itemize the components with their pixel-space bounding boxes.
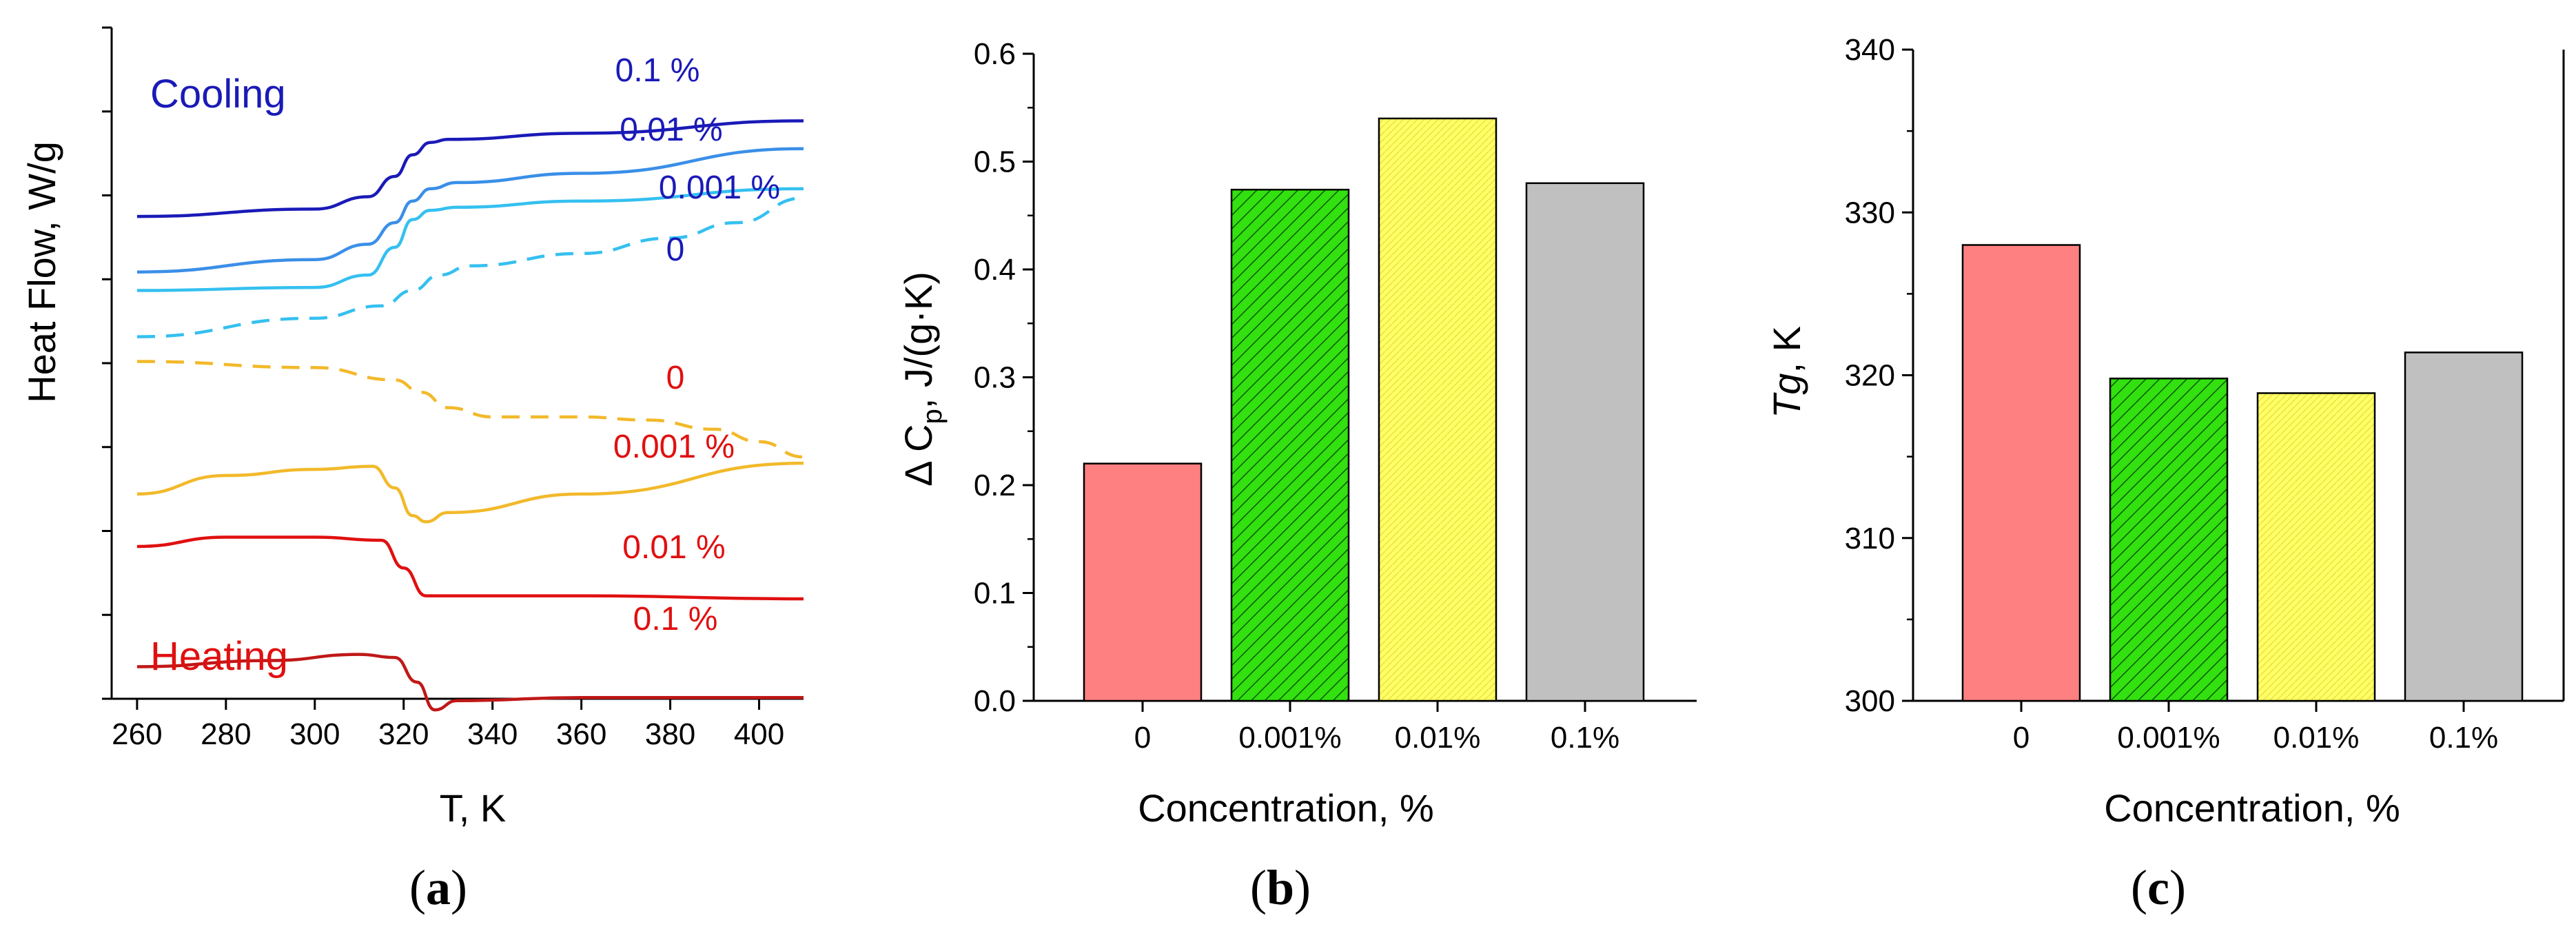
- series-label-cooling-0-01: 0.01 %: [620, 112, 722, 148]
- panel-a-series-labels: 0.1 % 0.01 % 0.001 % 0 0 0.001 % 0.01 % 0.1 %: [613, 52, 780, 637]
- panel-c-y-tick-label-320: 320: [1845, 359, 1895, 393]
- heating-annotation: Heating: [150, 634, 288, 679]
- panel-c-x-tick-label-0-001: 0.001%: [2117, 721, 2220, 755]
- series-label-cooling-0-001: 0.001 %: [659, 170, 780, 206]
- panel-b-x-tick-label-0-01: 0.01%: [1395, 721, 1481, 755]
- panel-b-y-tick-label-0-0: 0.0: [974, 684, 1016, 718]
- panel-a-x-tick-label-260: 260: [112, 717, 162, 751]
- panel-c-letter: (c): [2131, 860, 2186, 915]
- series-label-cooling-0: 0: [666, 232, 685, 268]
- panel-c-y-tick-label-310: 310: [1845, 522, 1895, 555]
- series-line-cooling-0: [136, 196, 804, 338]
- series-label-heating-0-1: 0.1 %: [633, 601, 718, 637]
- panel-b-letter: (b): [1250, 860, 1311, 915]
- panel-b-bar-0-1: [1525, 182, 1645, 702]
- panel-a-x-tick-label-320: 320: [378, 717, 429, 751]
- panel-b-ylabel-delta: Δ C: [897, 424, 940, 487]
- panel-b-y-tick-label-0-2: 0.2: [974, 469, 1016, 502]
- panel-b-delta-cp-chart: 0.0 0.1 0.2 0.3 0.4 0.5 0.6 0 0.001% 0.01% 0.1% Co…: [897, 37, 1697, 915]
- panel-b-ylabel: Δ Cp, J/(g·K): [897, 272, 948, 487]
- panel-c-bars: [1961, 244, 2524, 702]
- panel-a-heat-flow-chart: 260 280 300 320 340 360 380 400 0.1 % 0.01 % 0.00…: [20, 26, 804, 915]
- series-line-cooling-0-01: [136, 147, 804, 274]
- panel-a-series-lines: [136, 119, 804, 712]
- series-line-cooling-0-1: [136, 119, 804, 218]
- series-label-heating-0-01: 0.01 %: [622, 529, 725, 566]
- panel-b-y-tick-label-0-5: 0.5: [974, 145, 1016, 179]
- panel-c-x-tick-label-0-01: 0.01%: [2273, 721, 2360, 755]
- panel-c-bar-0-001: [2109, 377, 2229, 702]
- panel-a-axes: 260 280 300 320 340 360 380 400: [102, 26, 804, 751]
- panel-a-x-tick-label-360: 360: [556, 717, 606, 751]
- panel-a-x-tick-label-340: 340: [467, 717, 518, 751]
- panel-c-ylabel-units: , K: [1765, 326, 1808, 373]
- series-label-heating-0: 0: [666, 360, 685, 396]
- panel-c-bar-0-01: [2256, 392, 2376, 702]
- panel-b-y-tick-label-0-6: 0.6: [974, 37, 1016, 71]
- panel-b-y-tick-label-0-1: 0.1: [974, 577, 1016, 611]
- panel-b-xlabel: Concentration, %: [1138, 786, 1434, 830]
- panel-b-bar-0: [1083, 462, 1203, 702]
- panel-b-x-tick-label-0-1: 0.1%: [1551, 721, 1619, 755]
- panel-a-xlabel: T, K: [440, 786, 506, 830]
- panel-c-x-tick-label-0-1: 0.1%: [2429, 721, 2498, 755]
- panel-c-xlabel: Concentration, %: [2104, 786, 2400, 830]
- panel-c-tg-chart: 300 310 320 330 340 0 0.001% 0.01% 0.1% Concentr…: [1765, 33, 2565, 915]
- panel-a-x-tick-label-300: 300: [289, 717, 340, 751]
- panel-b-x-tick-label-0-001: 0.001%: [1238, 721, 1341, 755]
- panel-c-ylabel-tg: Tg: [1765, 374, 1808, 418]
- panel-b-y-tick-label-0-3: 0.3: [974, 361, 1016, 395]
- panel-a-x-tick-label-380: 380: [645, 717, 695, 751]
- panel-b-bar-0-001: [1230, 188, 1350, 702]
- panel-b-axes: 0.0 0.1 0.2 0.3 0.4 0.5 0.6 0 0.001% 0.01% 0.1%: [974, 37, 1697, 755]
- series-line-heating-0-001: [136, 461, 804, 524]
- panel-b-ylabel-units: , J/(g·K): [897, 272, 940, 409]
- panel-c-bar-0: [1961, 244, 2081, 702]
- series-line-cooling-0-001: [136, 187, 804, 292]
- cooling-annotation: Cooling: [150, 72, 286, 116]
- panel-b-bar-0-01: [1378, 117, 1497, 702]
- panel-c-y-tick-label-330: 330: [1845, 196, 1895, 229]
- series-line-heating-0: [136, 360, 804, 459]
- panel-b-ylabel-subscript: p: [917, 409, 948, 424]
- series-line-heating-0-1: [136, 653, 804, 712]
- series-label-cooling-0-1: 0.1 %: [615, 52, 700, 89]
- panel-c-y-tick-label-300: 300: [1845, 684, 1895, 718]
- panel-c-x-tick-label-0: 0: [2013, 721, 2030, 755]
- series-line-heating-0-01: [136, 535, 804, 601]
- panel-b-y-tick-label-0-4: 0.4: [974, 253, 1016, 287]
- panel-c-y-tick-label-340: 340: [1845, 33, 1895, 67]
- panel-a-x-tick-label-400: 400: [734, 717, 784, 751]
- panel-c-bar-0-1: [2404, 351, 2524, 702]
- panel-b-bars: [1083, 117, 1645, 702]
- panel-c-ylabel: Tg, K: [1765, 326, 1808, 418]
- panel-a-ylabel: Heat Flow, W/g: [20, 141, 63, 403]
- panel-a-x-tick-label-280: 280: [201, 717, 251, 751]
- panel-b-x-tick-label-0: 0: [1134, 721, 1151, 755]
- series-label-heating-0-001: 0.001 %: [613, 429, 735, 465]
- panel-a-letter: (a): [409, 860, 467, 915]
